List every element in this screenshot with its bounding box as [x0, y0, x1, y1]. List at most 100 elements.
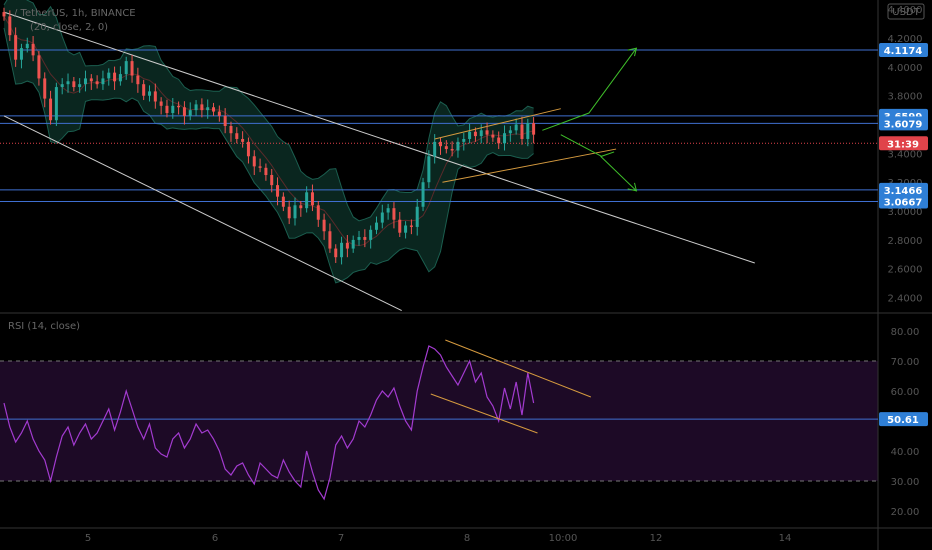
time-tick-label: 6 — [212, 533, 218, 544]
time-tick-label: 8 — [464, 533, 470, 544]
descending-channel[interactable] — [3, 11, 755, 312]
channel-upper-extension — [537, 190, 755, 264]
price-tag-label: 4.1174 — [884, 46, 923, 57]
candle-body — [43, 78, 47, 99]
candle-body — [508, 130, 512, 134]
candle-body — [299, 205, 303, 209]
candle-body — [357, 237, 361, 240]
candle-body — [78, 84, 82, 88]
candle-body — [235, 133, 239, 139]
candle-body — [520, 124, 524, 139]
candle-body — [142, 84, 146, 96]
candle-body — [49, 98, 53, 121]
candle-body — [322, 219, 326, 232]
candle-body — [148, 91, 151, 96]
candle-body — [188, 110, 192, 116]
time-axis[interactable]: 5 6 7 8 10:00 12 14 — [85, 533, 792, 544]
price-tick-label: 2.8000 — [888, 236, 923, 247]
candle-body — [113, 72, 117, 82]
candle-body — [491, 134, 495, 138]
price-tag — [879, 116, 928, 131]
candle-body — [25, 43, 29, 49]
rsi-tick-label: 70.00 — [891, 357, 920, 368]
candle-body — [369, 229, 373, 240]
candle-body — [427, 156, 431, 183]
candle-body — [200, 104, 204, 111]
candle-body — [177, 105, 181, 108]
candle-body — [66, 81, 70, 85]
candle-body — [421, 182, 425, 207]
bollinger-basis — [3, 16, 534, 247]
bearish-projection-tail — [600, 155, 637, 192]
candle-body — [258, 166, 262, 168]
candle-body — [532, 123, 536, 135]
candle-body — [497, 137, 501, 144]
candle-body — [241, 138, 245, 142]
candle-body — [334, 248, 338, 258]
candle-body — [444, 146, 448, 150]
time-tick-label: 12 — [650, 533, 663, 544]
price-tag — [879, 182, 928, 197]
candle-body — [107, 72, 111, 79]
candle-body — [310, 192, 314, 206]
candle-body — [14, 35, 18, 60]
bollinger-lower — [3, 27, 534, 284]
candle-body — [118, 74, 122, 82]
candle-body — [54, 87, 58, 121]
price-tick-label: 3.4000 — [888, 149, 923, 160]
time-tick-label: 7 — [338, 533, 344, 544]
price-tick-label: 2.4000 — [888, 294, 923, 305]
symbol-legend: / TetherUS, 1h, BINANCE — [14, 8, 136, 19]
candle-body — [392, 208, 396, 220]
candle-body — [328, 231, 332, 249]
rsi-falling-channel[interactable] — [430, 339, 592, 434]
currency-badge-label: USDT — [892, 7, 920, 18]
price-tick-label: 4.2000 — [888, 34, 923, 45]
bullish-projection — [542, 47, 637, 131]
candle-body — [19, 48, 23, 60]
time-tick-label: 14 — [779, 533, 792, 544]
projection-arrows[interactable] — [542, 47, 638, 192]
candle-body — [72, 81, 76, 88]
candle-body — [287, 206, 291, 219]
bearish-projection — [560, 134, 615, 157]
candlesticks — [2, 7, 536, 265]
candle-body — [246, 141, 250, 157]
candle-body — [130, 61, 134, 76]
bollinger-upper — [3, 0, 534, 222]
candle-body — [37, 55, 41, 79]
candle-body — [101, 78, 105, 85]
time-tick-label: 10:00 — [549, 533, 578, 544]
candle-body — [2, 12, 6, 17]
candle-body — [404, 225, 408, 233]
candle-body — [153, 91, 157, 102]
price-tick-label: 3.8000 — [888, 92, 923, 103]
candle-body — [276, 185, 280, 197]
rising-wedge[interactable] — [434, 108, 617, 183]
candle-body — [124, 61, 128, 75]
horizontal-levels[interactable] — [0, 49, 878, 202]
candle-body — [433, 141, 437, 157]
candle-body — [386, 208, 390, 213]
candle-body — [450, 149, 454, 151]
candle-body — [479, 130, 483, 137]
candle-body — [316, 205, 320, 220]
rsi-band-lines — [0, 360, 878, 482]
candle-body — [526, 123, 530, 139]
candle-body — [194, 104, 198, 111]
price-tick-label: 3.0000 — [888, 207, 923, 218]
candle-body — [165, 105, 169, 114]
currency-badge[interactable] — [887, 3, 925, 20]
candle-body — [340, 242, 344, 258]
candle-body — [89, 78, 93, 82]
price-tag-label: 3.6079 — [884, 119, 923, 130]
arrowhead-up — [627, 47, 638, 57]
candle-body — [31, 43, 35, 56]
price-tag-label: 3.1466 — [884, 186, 923, 197]
arrowhead-down — [627, 182, 638, 192]
price-tick-label: 2.6000 — [888, 265, 923, 276]
candle-body — [223, 115, 227, 126]
candle-body — [212, 107, 216, 112]
rsi-tick-label: 40.00 — [891, 447, 920, 458]
